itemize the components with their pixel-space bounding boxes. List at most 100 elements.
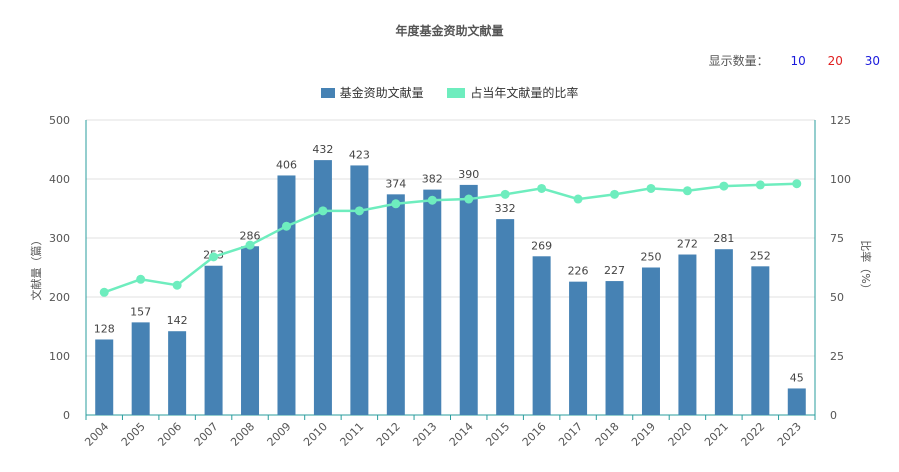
bar-value-label: 250 (640, 251, 661, 264)
y-axis-title-left: 文献量（篇） (29, 235, 43, 301)
bar (204, 265, 223, 415)
y-tick-label-left: 0 (63, 409, 70, 422)
x-tick-label: 2011 (338, 420, 367, 449)
count-option-20[interactable]: 20 (827, 54, 843, 68)
ratio-point (136, 274, 146, 284)
bar-value-label: 281 (713, 232, 734, 245)
bar (787, 388, 806, 415)
bar-value-label: 390 (458, 168, 479, 181)
ratio-point (464, 194, 474, 204)
y-axis-title-right: 比率（%） (859, 240, 873, 294)
y-tick-label-left: 100 (49, 350, 70, 363)
ratio-point (682, 186, 692, 196)
y-tick-label-right: 50 (830, 291, 844, 304)
bar (277, 175, 296, 415)
ratio-point (245, 240, 255, 250)
ratio-point (281, 221, 291, 231)
bar-value-label: 382 (422, 173, 443, 186)
bar (605, 281, 624, 415)
x-tick-label: 2020 (666, 420, 695, 449)
ratio-point (646, 183, 656, 193)
x-tick-label: 2017 (556, 420, 585, 449)
x-tick-label: 2009 (265, 420, 294, 449)
bar-value-label: 252 (750, 249, 771, 262)
y-tick-label-left: 200 (49, 291, 70, 304)
bar-value-label: 227 (604, 264, 625, 277)
count-option-10[interactable]: 10 (790, 54, 806, 68)
bar (714, 249, 733, 415)
ratio-point (573, 194, 583, 204)
legend-line-swatch (447, 87, 466, 98)
ratio-point (500, 189, 510, 199)
ratio-point (172, 280, 182, 290)
x-tick-label: 2018 (593, 420, 622, 449)
x-tick-label: 2006 (155, 420, 184, 449)
x-tick-label: 2007 (192, 420, 221, 449)
bar-value-label: 226 (568, 265, 589, 278)
bar-value-label: 157 (130, 305, 151, 318)
ratio-point (537, 183, 547, 193)
bar-value-label: 142 (167, 314, 188, 327)
y-tick-label-left: 300 (49, 232, 70, 245)
bar (569, 281, 588, 415)
x-tick-label: 2019 (629, 420, 658, 449)
ratio-point (755, 180, 765, 190)
y-tick-label-left: 400 (49, 173, 70, 186)
ratio-point (318, 206, 328, 216)
bar (459, 184, 478, 415)
bar-value-label: 269 (531, 239, 552, 252)
bar (131, 322, 150, 415)
ratio-point (391, 199, 401, 209)
x-tick-label: 2004 (82, 420, 111, 449)
bar (532, 256, 551, 415)
y-tick-label-right: 125 (830, 114, 851, 127)
legend-bar-swatch (320, 87, 335, 98)
x-tick-label: 2005 (119, 420, 148, 449)
x-tick-label: 2021 (702, 420, 731, 449)
bar (641, 267, 660, 415)
x-tick-label: 2014 (447, 420, 476, 449)
bar (350, 165, 369, 415)
bar (241, 246, 260, 415)
bar (313, 160, 332, 415)
ratio-point (792, 179, 802, 189)
legend-label-bar-series: 基金资助文献量 (339, 86, 424, 100)
x-tick-label: 2008 (228, 420, 257, 449)
display-count-label: 显示数量： (708, 54, 769, 68)
x-tick-label: 2012 (374, 420, 403, 449)
bar-value-label: 128 (94, 322, 115, 335)
x-tick-label: 2015 (483, 420, 512, 449)
bar (168, 331, 187, 415)
bar (423, 189, 442, 415)
bar-value-label: 406 (276, 158, 297, 171)
x-tick-label: 2013 (410, 420, 439, 449)
bar-value-label: 286 (240, 229, 261, 242)
bar (95, 339, 114, 415)
bar (386, 194, 405, 415)
y-tick-label-right: 25 (830, 350, 844, 363)
chart-legend: 基金资助文献量 占当年文献量的比率 (0, 84, 899, 101)
legend-label-line-series: 占当年文献量的比率 (470, 86, 579, 100)
y-tick-label-right: 100 (830, 173, 851, 186)
legend-item-line-series[interactable]: 占当年文献量的比率 (447, 84, 578, 101)
x-tick-label: 2023 (775, 420, 804, 449)
y-tick-label-right: 75 (830, 232, 844, 245)
bar-value-label: 374 (385, 177, 406, 190)
count-option-30[interactable]: 30 (864, 54, 880, 68)
legend-item-bar-series[interactable]: 基金资助文献量 (320, 84, 424, 101)
ratio-point (427, 195, 437, 205)
x-tick-label: 2022 (738, 420, 767, 449)
ratio-point (209, 252, 219, 262)
bar-value-label: 45 (790, 371, 804, 384)
bar-value-label: 432 (312, 143, 333, 156)
bar (678, 254, 697, 415)
bar (751, 266, 770, 415)
x-tick-label: 2016 (520, 420, 549, 449)
bar-value-label: 332 (495, 202, 516, 215)
ratio-line (103, 182, 797, 294)
x-tick-label: 2010 (301, 420, 330, 449)
bar-value-label: 272 (677, 238, 698, 251)
display-count-selector: 显示数量： 10 20 30 (709, 52, 880, 69)
ratio-point (99, 287, 109, 297)
